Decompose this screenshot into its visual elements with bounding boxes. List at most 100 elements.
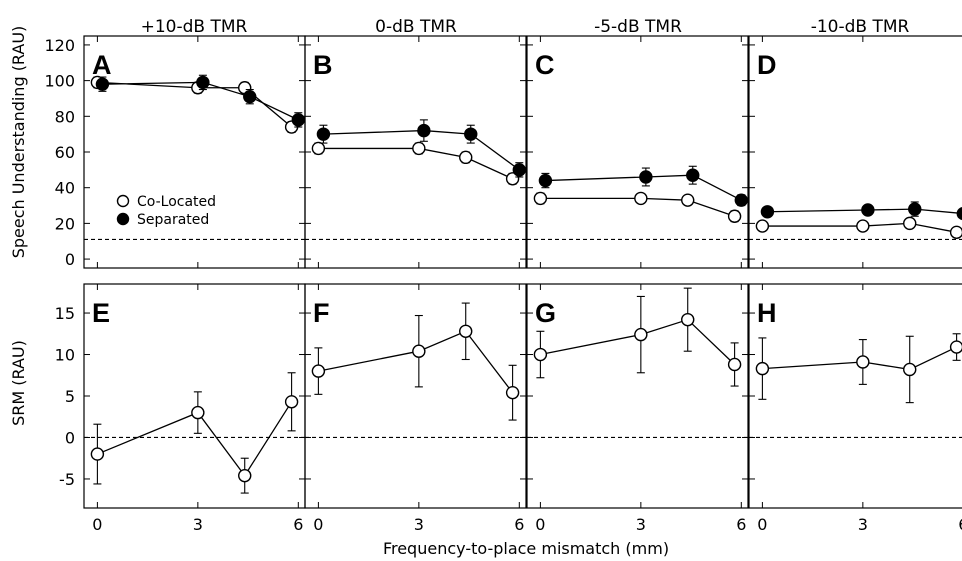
panel-frame bbox=[748, 283, 962, 509]
series-line-srm bbox=[762, 346, 957, 371]
panel-frame bbox=[83, 35, 306, 269]
x-tick-label: 0 bbox=[535, 515, 545, 534]
panel-letter-G: G bbox=[535, 298, 556, 328]
data-point bbox=[856, 219, 870, 233]
series-line-co-located bbox=[762, 222, 957, 233]
data-point bbox=[459, 324, 473, 338]
y-tick-label: -5 bbox=[59, 470, 75, 489]
legend-co-located-label: Co-Located bbox=[137, 194, 216, 210]
panel-D: D bbox=[748, 35, 962, 269]
legend-co-located-marker bbox=[116, 194, 130, 208]
series-line-srm bbox=[318, 330, 514, 394]
data-point bbox=[861, 203, 875, 217]
data-point bbox=[681, 193, 695, 207]
x-tick-label: 3 bbox=[858, 515, 868, 534]
x-tick-label: 6 bbox=[293, 515, 303, 534]
data-point bbox=[196, 75, 210, 90]
panel-frame bbox=[748, 35, 962, 269]
y-tick-label: 15 bbox=[55, 304, 75, 323]
y-tick-label: 40 bbox=[55, 179, 75, 198]
x-tick-label: 0 bbox=[757, 515, 767, 534]
data-point bbox=[856, 355, 870, 369]
panel-letter-C: C bbox=[535, 50, 555, 80]
data-point bbox=[90, 447, 105, 461]
y-tick-label: 0 bbox=[65, 428, 75, 447]
y-tick-label: 80 bbox=[55, 107, 75, 126]
panel-A: A 120 100 80 60 40 20 0 bbox=[44, 35, 306, 269]
y-tick-label: 10 bbox=[55, 346, 75, 365]
data-point bbox=[512, 163, 527, 177]
y-tick-label: 100 bbox=[44, 72, 75, 91]
data-point bbox=[634, 191, 648, 206]
data-point bbox=[533, 347, 548, 362]
y-tick-label: 0 bbox=[65, 250, 75, 269]
data-point bbox=[533, 191, 548, 206]
data-point bbox=[686, 168, 700, 182]
data-point bbox=[755, 219, 770, 233]
panel-B: B bbox=[304, 35, 527, 269]
data-point bbox=[956, 206, 962, 221]
y-tick-label: 5 bbox=[65, 387, 75, 406]
x-tick-label: 6 bbox=[514, 515, 524, 534]
x-tick-label: 6 bbox=[958, 515, 962, 534]
panel-frame bbox=[526, 35, 749, 269]
data-point bbox=[291, 113, 306, 127]
data-point bbox=[191, 405, 205, 420]
legend-separated-label: Separated bbox=[137, 212, 209, 228]
data-point bbox=[238, 468, 252, 483]
data-point bbox=[903, 362, 917, 377]
series-line-srm bbox=[97, 401, 293, 477]
legend: Co-Located Separated bbox=[116, 194, 216, 228]
y-tick-label: 60 bbox=[55, 143, 75, 162]
data-point bbox=[949, 340, 962, 354]
panel-letter-B: B bbox=[313, 50, 333, 80]
data-point bbox=[505, 385, 520, 400]
panel-letter-E: E bbox=[92, 298, 110, 328]
data-point bbox=[316, 127, 331, 141]
series-line-separated bbox=[545, 174, 742, 201]
panel-letter-D: D bbox=[757, 50, 777, 80]
series-line-separated bbox=[323, 129, 520, 171]
x-tick-label: 3 bbox=[636, 515, 646, 534]
data-point bbox=[908, 202, 922, 216]
column-title-3: -5-dB TMR bbox=[594, 17, 682, 37]
data-point bbox=[755, 361, 770, 376]
panel-E: E 0 3 6 15 10 5 0 -5 bbox=[55, 283, 306, 534]
data-point bbox=[760, 205, 775, 219]
top-y-axis-title: Speech Understanding (RAU) bbox=[9, 26, 28, 259]
data-point bbox=[311, 364, 326, 378]
data-point bbox=[284, 395, 299, 409]
panel-frame bbox=[83, 283, 306, 509]
x-tick-label: 0 bbox=[92, 515, 102, 534]
panel-letter-H: H bbox=[757, 298, 777, 328]
data-point bbox=[639, 170, 653, 184]
y-tick-label: 120 bbox=[44, 36, 75, 55]
bottom-y-axis-title: SRM (RAU) bbox=[9, 340, 28, 426]
x-tick-label: 0 bbox=[313, 515, 323, 534]
panel-letter-A: A bbox=[92, 50, 112, 80]
column-title-2: 0-dB TMR bbox=[375, 17, 457, 37]
series-line-co-located bbox=[540, 197, 735, 217]
series-line-co-located bbox=[318, 147, 513, 180]
x-tick-label: 3 bbox=[193, 515, 203, 534]
legend-separated-marker bbox=[116, 212, 130, 226]
data-point bbox=[538, 173, 553, 188]
series-line-separated bbox=[767, 208, 962, 215]
panel-letter-F: F bbox=[313, 298, 330, 328]
data-point bbox=[949, 225, 962, 240]
panel-frame bbox=[526, 283, 749, 509]
data-point bbox=[95, 77, 110, 91]
panel-frame bbox=[304, 283, 527, 509]
panel-H: H 0 3 6 bbox=[748, 283, 962, 534]
data-point bbox=[505, 172, 520, 186]
data-point bbox=[464, 127, 478, 141]
series-line-separated bbox=[102, 81, 299, 121]
column-title-1: +10-dB TMR bbox=[141, 17, 248, 37]
x-tick-label: 3 bbox=[414, 515, 424, 534]
y-tick-label: 20 bbox=[55, 214, 75, 233]
column-title-4: -10-dB TMR bbox=[811, 17, 910, 37]
panel-G: G 0 3 6 bbox=[526, 283, 749, 534]
data-point bbox=[727, 209, 742, 223]
data-point bbox=[734, 193, 749, 207]
